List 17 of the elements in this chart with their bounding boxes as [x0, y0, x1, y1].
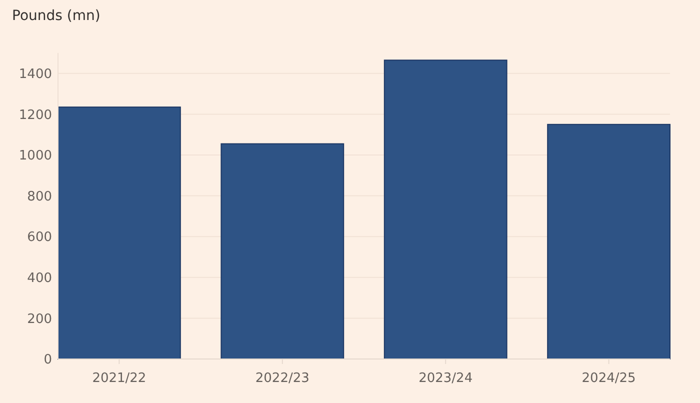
bar	[547, 124, 670, 360]
bar	[384, 60, 508, 360]
x-tick-label: 2024/25	[582, 371, 636, 386]
x-tick-label: 2022/23	[255, 371, 310, 386]
bar	[220, 143, 344, 360]
y-tick-label: 1400	[18, 66, 52, 82]
bar	[58, 106, 181, 360]
y-tick-label: 0	[44, 352, 52, 368]
x-tick-label: 2023/24	[418, 371, 473, 386]
y-tick-label: 1200	[18, 108, 52, 123]
y-tick-label: 800	[27, 189, 52, 204]
x-tick-label: 2021/22	[92, 371, 146, 386]
y-tick-label: 1000	[18, 148, 52, 164]
y-tick-label: 400	[27, 270, 52, 286]
y-tick-label: 200	[27, 312, 52, 327]
y-axis-title: Pounds (mn)	[12, 8, 100, 24]
y-tick-label: 600	[27, 230, 52, 246]
